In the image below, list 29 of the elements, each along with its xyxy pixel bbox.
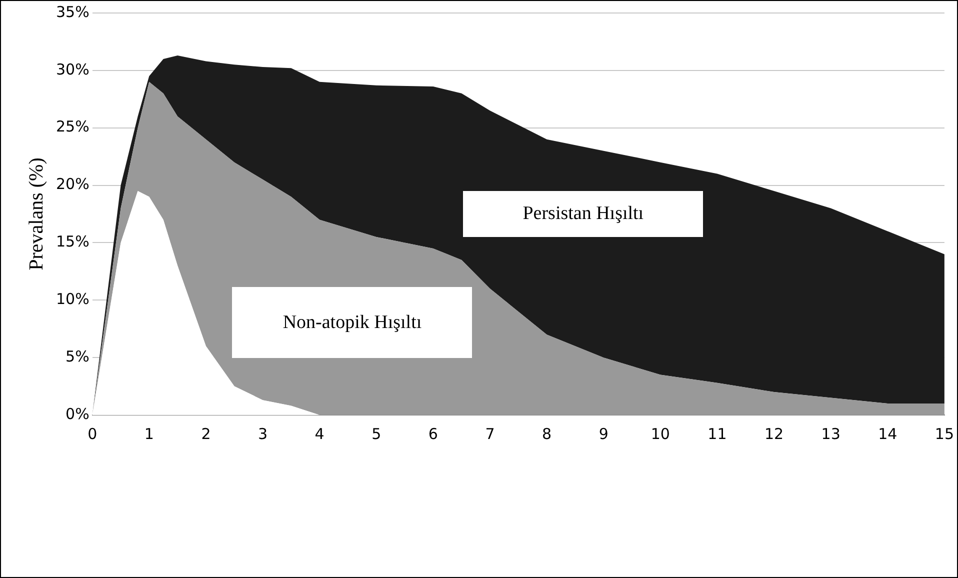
x-tick-label: 10 xyxy=(650,424,670,443)
x-tick-label: 13 xyxy=(821,424,840,443)
x-tick-label: 4 xyxy=(314,424,324,443)
y-tick-label: 0% xyxy=(66,404,90,423)
y-tick-label: 15% xyxy=(56,232,90,251)
text-box: Non-atopik Hışıltı xyxy=(232,287,472,358)
y-tick-label: 35% xyxy=(56,2,90,21)
annotation: Persistan Hışıltı xyxy=(522,203,644,225)
x-tick-label: 1 xyxy=(144,424,154,443)
text-box: Persistan Hışıltı xyxy=(463,191,704,237)
x-tick-label: 15 xyxy=(934,424,954,443)
y-tick-label: 30% xyxy=(56,60,90,78)
x-tick-label: 5 xyxy=(372,424,382,443)
x-tick-label: 9 xyxy=(598,424,608,443)
y-tick-label: 25% xyxy=(56,118,90,136)
y-tick-label: 10% xyxy=(56,290,90,308)
x-tick-label: 2 xyxy=(201,424,211,443)
x-tick-label: 0 xyxy=(88,424,98,443)
y-tick-label: 5% xyxy=(66,347,90,366)
x-tick-label: 3 xyxy=(258,424,268,443)
x-tick-label: 8 xyxy=(542,424,552,443)
y-axis-title: Prevalans (%) xyxy=(25,158,48,270)
x-tick-label: 12 xyxy=(764,424,784,443)
y-tick-label: 20% xyxy=(56,175,90,194)
x-tick-label: 7 xyxy=(485,424,495,443)
annotation: Non-atopik Hışıltı xyxy=(282,312,422,334)
x-tick-label: 14 xyxy=(878,424,898,443)
x-tick-label: 6 xyxy=(428,424,438,443)
x-tick-label: 11 xyxy=(708,424,727,443)
